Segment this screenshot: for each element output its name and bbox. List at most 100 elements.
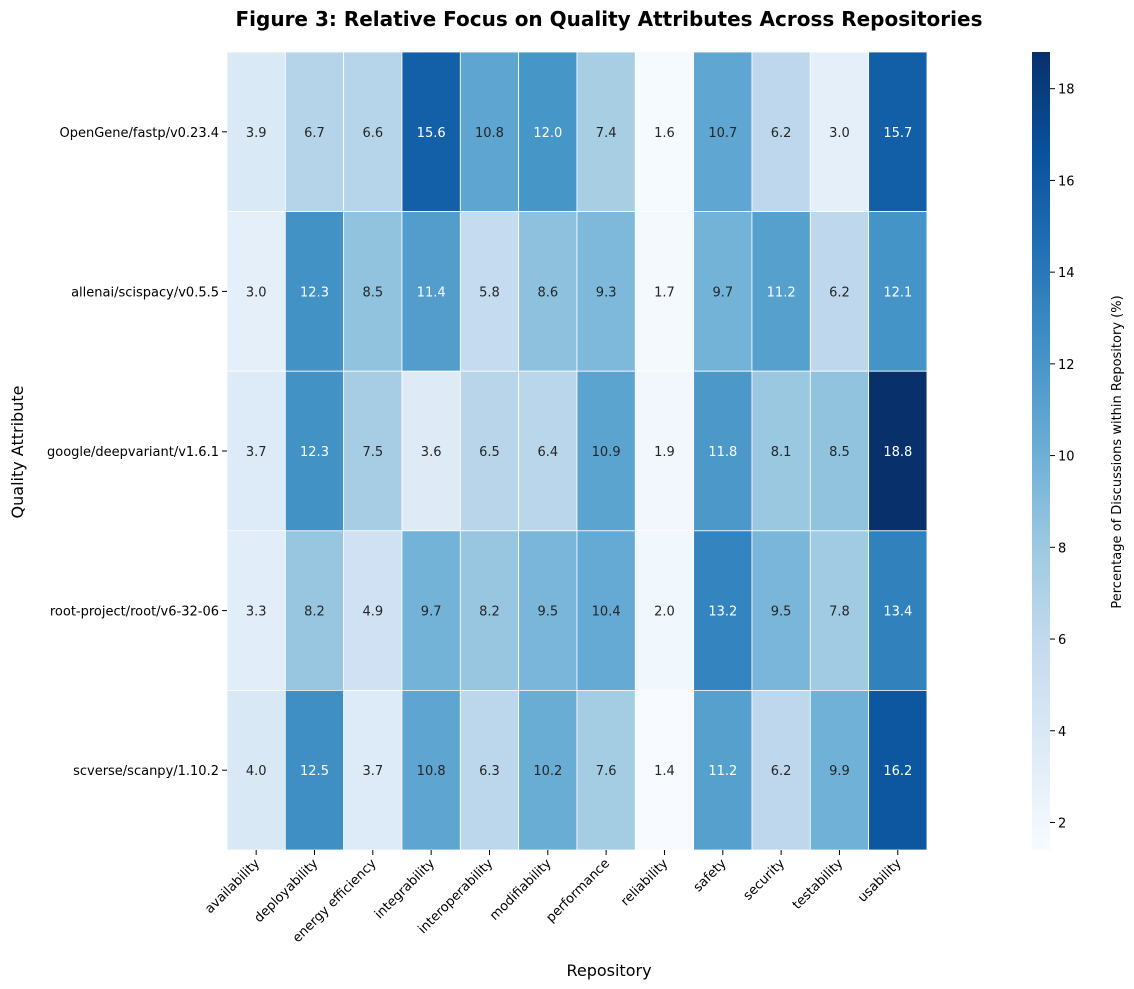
cell-value-label: 8.1 (771, 445, 792, 460)
cell-value-label: 8.2 (479, 605, 500, 620)
cell-value-label: 7.4 (596, 126, 617, 141)
cell-value-label: 10.8 (475, 126, 504, 141)
cell-value-label: 6.5 (479, 445, 500, 460)
colorbar-tick-label: 10 (1058, 450, 1075, 465)
cell-value-label: 1.6 (654, 126, 675, 141)
cell-value-label: 10.9 (592, 445, 621, 460)
colorbar-tick-label: 2 (1058, 816, 1066, 831)
cell-value-label: 3.6 (421, 445, 442, 460)
heatmap-cell (343, 51, 403, 213)
cell-value-label: 9.3 (596, 285, 617, 300)
x-tick-label: availability (202, 856, 263, 917)
cell-value-label: 13.4 (883, 605, 912, 620)
y-tick-label: root-project/root/v6-32-06 (50, 605, 219, 620)
colorbar: 2 4 6 8 10 12 14 16 18 (1032, 52, 1075, 850)
colorbar-tick-label: 16 (1058, 174, 1075, 189)
cell-value-label: 8.6 (537, 285, 558, 300)
colorbar-tick-label: 18 (1058, 83, 1075, 98)
heatmap-cell (343, 690, 403, 851)
cell-value-label: 5.8 (479, 285, 500, 300)
heatmap-cell (459, 690, 520, 851)
heatmap-cell (226, 530, 286, 691)
cell-value-label: 3.7 (362, 764, 383, 779)
x-tick-label: testability (790, 856, 847, 913)
heatmap-cell (868, 370, 928, 532)
heatmap-cell (226, 690, 286, 851)
heatmap-cell (868, 51, 928, 213)
heatmap-cell (634, 211, 695, 372)
heatmap-cell (401, 530, 461, 691)
colorbar-tick-label: 6 (1058, 633, 1066, 648)
cell-value-label: 11.2 (767, 285, 796, 300)
cell-value-label: 9.5 (771, 605, 792, 620)
cell-value-label: 3.9 (246, 126, 267, 141)
heatmap-cell (693, 530, 753, 691)
cell-value-label: 9.7 (421, 605, 442, 620)
heatmap-cell (284, 690, 345, 851)
cell-value-label: 1.4 (654, 764, 675, 779)
cell-value-label: 10.8 (417, 764, 446, 779)
heatmap-cell (751, 211, 811, 372)
heatmap-cell (343, 211, 403, 372)
heatmap-cell (809, 211, 870, 372)
y-tick-label: google/deepvariant/v1.6.1 (47, 445, 219, 460)
heatmap-cell (226, 211, 286, 372)
cell-value-label: 16.2 (883, 764, 912, 779)
heatmap-cell (284, 530, 345, 691)
heatmap-cell (518, 211, 578, 372)
cell-value-label: 3.3 (246, 605, 267, 620)
cell-value-label: 12.5 (300, 764, 329, 779)
cell-value-label: 4.0 (246, 764, 267, 779)
cell-value-label: 3.7 (246, 445, 267, 460)
x-axis-label: Repository (566, 961, 651, 980)
cell-value-label: 11.4 (417, 285, 446, 300)
heatmap-cell (634, 690, 695, 851)
heatmap-cell (576, 211, 636, 372)
heatmap-cell (401, 211, 461, 372)
cell-value-label: 6.2 (829, 285, 850, 300)
heatmap-cell (693, 690, 753, 851)
cell-value-label: 2.0 (654, 605, 675, 620)
cell-value-label: 11.2 (708, 764, 737, 779)
cell-value-label: 15.7 (883, 126, 912, 141)
cell-value-label: 8.5 (362, 285, 383, 300)
heatmap-cell (459, 51, 520, 213)
heatmap-cell (459, 370, 520, 532)
cell-value-label: 9.9 (829, 764, 850, 779)
x-tick-label: usability (855, 856, 905, 906)
heatmap-cell (459, 211, 520, 372)
heatmap-cell (284, 51, 345, 213)
heatmap-cell (868, 530, 928, 691)
x-tick-label: safety (691, 856, 730, 895)
y-tick-label: scverse/scanpy/1.10.2 (73, 764, 219, 779)
cell-value-label: 6.7 (304, 126, 325, 141)
heatmap-cell (518, 51, 578, 213)
heatmap-cell (226, 51, 286, 213)
colorbar-tick-label: 8 (1058, 541, 1066, 556)
heatmap-cell (401, 370, 461, 532)
colorbar-label: Percentage of Discussions within Reposit… (1110, 295, 1125, 608)
heatmap-cell (809, 370, 870, 532)
cell-value-label: 1.7 (654, 285, 675, 300)
cell-value-label: 3.0 (246, 285, 267, 300)
cell-value-label: 15.6 (417, 126, 446, 141)
heatmap-cell (809, 530, 870, 691)
cell-value-label: 8.5 (829, 445, 850, 460)
heatmap-cell (634, 51, 695, 213)
cell-value-label: 7.8 (829, 605, 850, 620)
cell-value-label: 12.3 (300, 445, 329, 460)
colorbar-tick-label: 14 (1058, 266, 1075, 281)
cell-value-label: 6.3 (479, 764, 500, 779)
cell-value-label: 8.2 (304, 605, 325, 620)
heatmap-cell (751, 51, 811, 213)
colorbar-tick-label: 12 (1058, 358, 1075, 373)
chart-title: Figure 3: Relative Focus on Quality Attr… (236, 7, 983, 31)
heatmap-cell (518, 690, 578, 851)
x-tick-label: reliability (618, 856, 671, 909)
heatmap-cell (284, 211, 345, 372)
cell-value-label: 7.5 (362, 445, 383, 460)
cell-value-label: 9.5 (537, 605, 558, 620)
heatmap-cell (809, 690, 870, 851)
heatmap-cell (751, 530, 811, 691)
